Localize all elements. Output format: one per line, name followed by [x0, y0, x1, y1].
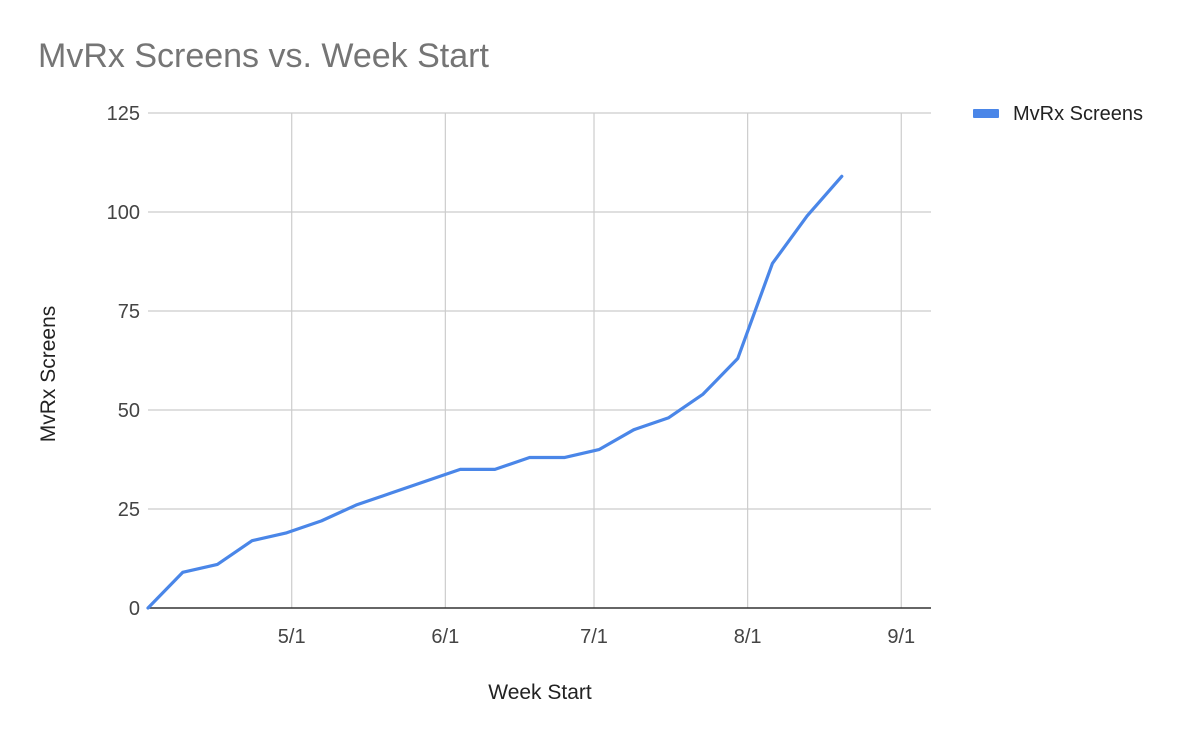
- y-tick-label: 50: [118, 400, 140, 422]
- y-axis-ticks: 0 25 50 75 100 125: [107, 103, 140, 620]
- legend-label: MvRx Screens: [1013, 103, 1143, 125]
- x-tick-label: 5/1: [278, 626, 306, 648]
- series-layer: [146, 174, 844, 610]
- y-tick-label: 75: [118, 301, 140, 323]
- chart-title: MvRx Screens vs. Week Start: [38, 37, 489, 75]
- y-tick-label: 100: [107, 202, 140, 224]
- x-tick-label: 8/1: [734, 626, 762, 648]
- x-axis-title: Week Start: [488, 681, 592, 704]
- gridlines: [148, 112, 931, 608]
- y-tick-label: 25: [118, 499, 140, 521]
- y-tick-label: 125: [107, 103, 140, 125]
- y-axis-title: MvRx Screens: [37, 306, 60, 443]
- x-axis-ticks: 5/1 6/1 7/1 8/1 9/1: [278, 626, 915, 648]
- y-tick-label: 0: [129, 598, 140, 620]
- x-tick-label: 9/1: [887, 626, 915, 648]
- legend: MvRx Screens: [973, 103, 1143, 125]
- x-tick-label: 7/1: [580, 626, 608, 648]
- x-tick-label: 6/1: [431, 626, 459, 648]
- series-line: [146, 174, 844, 610]
- legend-swatch: [973, 109, 999, 118]
